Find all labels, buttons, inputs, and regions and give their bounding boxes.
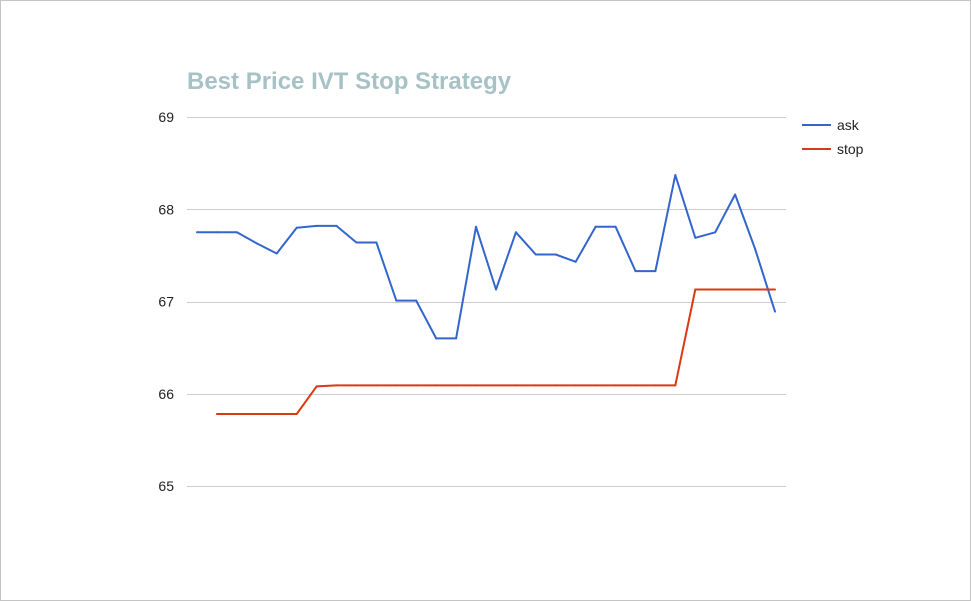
data-point-stop-16 bbox=[495, 384, 497, 387]
data-point-stop-28 bbox=[734, 288, 737, 291]
legend-label-ask: ask bbox=[837, 117, 860, 133]
data-point-stop-12 bbox=[415, 384, 418, 387]
data-point-ask-11 bbox=[395, 299, 398, 302]
y-axis-ticks: 65 66 67 68 69 bbox=[158, 109, 174, 494]
series-line-ask bbox=[197, 174, 776, 340]
data-point-stop-2 bbox=[215, 413, 218, 415]
data-point-stop-6 bbox=[295, 413, 298, 415]
data-point-stop-22 bbox=[614, 384, 617, 387]
legend-item-stop[interactable]: stop bbox=[802, 141, 864, 157]
data-point-stop-15 bbox=[475, 384, 477, 387]
chart-title: Best Price IVT Stop Strategy bbox=[187, 68, 512, 95]
data-point-stop-25 bbox=[674, 384, 677, 387]
data-point-stop-4 bbox=[255, 413, 258, 415]
y-tick-label-69: 69 bbox=[158, 109, 174, 125]
y-tick-label-67: 67 bbox=[158, 294, 174, 310]
data-point-ask-5 bbox=[275, 252, 278, 255]
data-point-ask-24 bbox=[654, 270, 657, 273]
data-point-ask-17 bbox=[514, 231, 517, 234]
y-tick-label-68: 68 bbox=[158, 201, 174, 217]
data-point-stop-29 bbox=[754, 288, 757, 291]
data-point-ask-23 bbox=[634, 270, 637, 273]
data-point-ask-3 bbox=[235, 231, 238, 234]
series-lines bbox=[196, 174, 776, 415]
data-point-stop-19 bbox=[554, 384, 557, 387]
data-point-ask-26 bbox=[694, 236, 697, 239]
data-point-ask-2 bbox=[215, 231, 218, 234]
data-point-ask-15 bbox=[475, 225, 477, 228]
data-point-stop-30 bbox=[774, 288, 776, 291]
data-point-stop-21 bbox=[594, 384, 597, 387]
data-point-ask-28 bbox=[734, 193, 737, 196]
gridlines bbox=[187, 117, 786, 487]
data-point-ask-16 bbox=[495, 288, 497, 291]
data-point-stop-11 bbox=[395, 384, 398, 387]
data-point-ask-7 bbox=[315, 224, 318, 227]
data-point-stop-24 bbox=[654, 384, 657, 387]
data-point-ask-30 bbox=[774, 310, 776, 313]
data-point-stop-3 bbox=[235, 413, 238, 415]
legend-item-ask[interactable]: ask bbox=[802, 117, 860, 133]
data-point-stop-5 bbox=[275, 413, 278, 415]
data-point-ask-22 bbox=[614, 225, 617, 228]
legend[interactable]: ask stop bbox=[802, 117, 864, 157]
data-point-ask-27 bbox=[714, 231, 717, 234]
y-tick-label-66: 66 bbox=[158, 386, 174, 402]
data-point-ask-29 bbox=[754, 247, 757, 250]
data-point-ask-12 bbox=[415, 299, 418, 302]
data-point-ask-10 bbox=[375, 241, 378, 244]
data-point-ask-14 bbox=[455, 337, 458, 340]
data-point-ask-21 bbox=[594, 225, 597, 228]
data-point-ask-8 bbox=[335, 224, 338, 227]
data-point-stop-10 bbox=[375, 384, 378, 387]
data-point-ask-9 bbox=[355, 241, 358, 244]
data-point-ask-19 bbox=[554, 253, 557, 256]
data-point-stop-20 bbox=[574, 384, 577, 387]
data-point-stop-14 bbox=[455, 384, 458, 387]
data-point-stop-9 bbox=[355, 384, 358, 387]
legend-label-stop: stop bbox=[837, 141, 864, 157]
data-point-ask-20 bbox=[574, 260, 577, 263]
data-point-ask-18 bbox=[534, 253, 537, 256]
data-point-stop-27 bbox=[714, 288, 717, 291]
data-point-stop-26 bbox=[694, 288, 697, 291]
data-point-ask-25 bbox=[674, 174, 677, 177]
data-point-stop-17 bbox=[514, 384, 517, 387]
data-point-stop-23 bbox=[634, 384, 637, 387]
y-tick-label-65: 65 bbox=[158, 478, 174, 494]
data-point-ask-13 bbox=[435, 337, 438, 340]
data-point-ask-6 bbox=[295, 226, 298, 229]
data-point-stop-8 bbox=[335, 384, 338, 387]
series-line-stop bbox=[216, 288, 775, 415]
data-point-stop-13 bbox=[435, 384, 438, 387]
data-point-stop-18 bbox=[534, 384, 537, 387]
data-point-stop-7 bbox=[315, 385, 318, 388]
data-point-ask-1 bbox=[196, 231, 198, 234]
data-point-ask-4 bbox=[255, 242, 258, 245]
